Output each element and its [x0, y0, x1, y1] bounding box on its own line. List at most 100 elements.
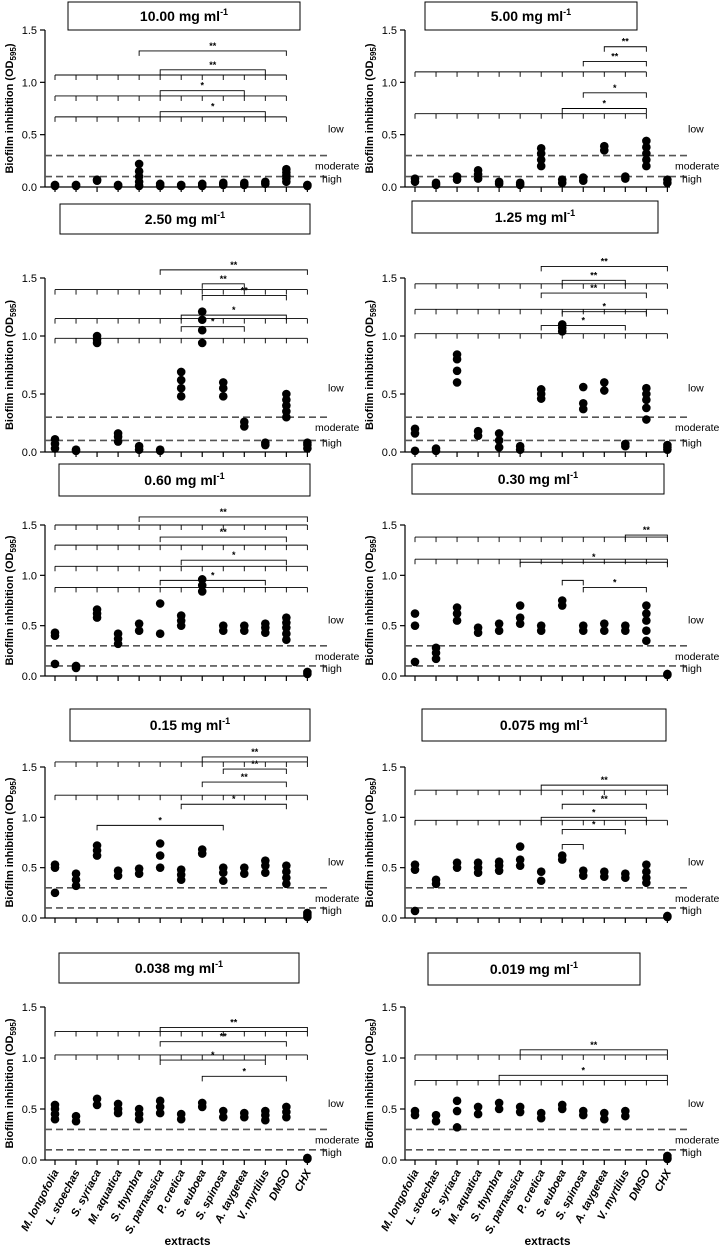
y-tick-label: 0.0 — [22, 182, 37, 194]
y-tick-label: 0.0 — [382, 671, 397, 683]
data-point — [176, 383, 186, 393]
data-point — [282, 389, 291, 399]
significance-bracket — [603, 46, 647, 52]
y-tick-label: 1.5 — [22, 273, 37, 285]
chart-title-unit-superscript: -1 — [570, 470, 578, 480]
chart-title-unit-superscript: -1 — [567, 208, 575, 218]
data-point — [536, 621, 546, 630]
significance-bracket — [540, 325, 626, 331]
y-tick-label: 1.0 — [22, 570, 37, 582]
data-point — [197, 179, 207, 189]
significance-bracket — [540, 265, 668, 272]
chart-title-value: 0.15 mg ml — [150, 717, 222, 733]
y-axis-label-text: Biofilm inhibition (OD — [364, 552, 376, 665]
y-axis-label-text: Biofilm inhibition (OD — [364, 317, 376, 430]
significance-bracket — [159, 536, 287, 543]
significance-bracket — [159, 69, 266, 75]
y-tick-label: 1.5 — [382, 762, 397, 774]
significance-label: ** — [590, 270, 598, 280]
data-point — [515, 613, 525, 622]
y-axis-label-subscript: 595 — [9, 781, 18, 795]
data-point — [452, 858, 462, 867]
data-point — [431, 1116, 441, 1126]
y-tick-label: 1.0 — [22, 331, 37, 343]
significance-label: ** — [230, 1017, 238, 1027]
significance-bracket — [201, 756, 308, 762]
data-point — [557, 320, 567, 329]
significance-label: * — [581, 1065, 585, 1075]
y-tick-label: 1.0 — [382, 331, 397, 343]
data-point — [113, 429, 123, 438]
y-tick-label: 1.5 — [382, 273, 397, 285]
data-point — [515, 855, 525, 864]
y-tick-label: 1.5 — [22, 25, 37, 37]
data-point — [155, 445, 165, 454]
significance-label: * — [613, 83, 617, 93]
data-point — [557, 175, 567, 184]
chart-panel-5.00: 5.00 mg ml-1 Biofilm inhibition (OD595) 0.… — [364, 1, 720, 194]
y-tick-label: 1.0 — [382, 1053, 397, 1065]
significance-bracket — [201, 781, 287, 788]
data-point — [473, 1109, 483, 1119]
significance-label: ** — [601, 794, 609, 804]
data-point — [50, 888, 60, 898]
data-point — [578, 173, 588, 182]
data-point — [642, 403, 651, 413]
data-point — [410, 446, 420, 456]
data-point — [303, 438, 312, 448]
significance-bracket — [180, 326, 245, 332]
data-point — [642, 616, 651, 625]
significance-label: * — [592, 819, 596, 829]
threshold-label-low: low — [688, 124, 704, 136]
significance-bracket — [96, 824, 224, 831]
data-point — [515, 601, 525, 610]
y-tick-label: 1.5 — [382, 25, 397, 37]
chart-panel-0.075: 0.075 mg ml-1 Biofilm inhibition (OD595) 0… — [364, 708, 720, 925]
threshold-label-moderate: moderate — [675, 651, 720, 663]
x-axis-label: extracts — [164, 1234, 210, 1248]
data-point — [113, 866, 123, 875]
x-category-label: DMSO — [267, 1167, 293, 1202]
chart-title: 0.30 mg ml-1 — [498, 470, 578, 487]
data-point — [155, 863, 165, 872]
significance-label: * — [211, 102, 215, 112]
threshold-label-moderate: moderate — [315, 1134, 360, 1146]
chart-panel-0.30: 0.30 mg ml-1 Biofilm inhibition (OD595) 0.… — [364, 463, 720, 683]
data-point — [515, 441, 525, 451]
data-point — [494, 1098, 504, 1108]
data-point — [599, 378, 609, 387]
significance-label: * — [243, 1066, 247, 1076]
data-point — [134, 1104, 144, 1114]
threshold-label-moderate: moderate — [315, 893, 360, 905]
y-tick-label: 0.0 — [382, 182, 397, 194]
significance-label: ** — [590, 1040, 598, 1050]
y-tick-label: 0.5 — [382, 621, 397, 633]
data-point — [282, 635, 291, 645]
y-axis-label: Biofilm inhibition (OD595) — [364, 535, 378, 665]
y-axis-label-text: Biofilm inhibition (OD — [4, 552, 16, 665]
y-axis-label: Biofilm inhibition (OD595) — [364, 43, 378, 173]
data-point — [557, 596, 567, 605]
chart-title: 0.019 mg ml-1 — [490, 960, 578, 977]
y-axis-label: Biofilm inhibition (OD595) — [364, 300, 378, 430]
significance-label: * — [232, 305, 236, 315]
data-point — [261, 868, 270, 877]
threshold-label-moderate: moderate — [315, 651, 360, 663]
significance-bracket — [138, 50, 287, 56]
significance-bracket — [159, 1059, 266, 1066]
threshold-label-low: low — [688, 857, 704, 869]
data-point — [261, 177, 270, 187]
y-tick-label: 1.0 — [382, 77, 397, 89]
y-axis-label-subscript: 595 — [9, 47, 18, 61]
chart-title: 0.15 mg ml-1 — [150, 716, 230, 733]
significance-bracket — [159, 1041, 287, 1047]
y-axis-label: Biofilm inhibition (OD595) — [4, 1018, 18, 1148]
significance-label: * — [232, 550, 236, 560]
data-point — [599, 619, 609, 628]
chart-title-box — [58, 463, 311, 497]
significance-label: * — [603, 99, 607, 109]
significance-bracket — [498, 1074, 668, 1081]
data-point — [642, 601, 651, 610]
significance-label: ** — [622, 37, 630, 47]
chart-panel-1.25: 1.25 mg ml-1 Biofilm inhibition (OD595) 0.… — [364, 200, 720, 459]
